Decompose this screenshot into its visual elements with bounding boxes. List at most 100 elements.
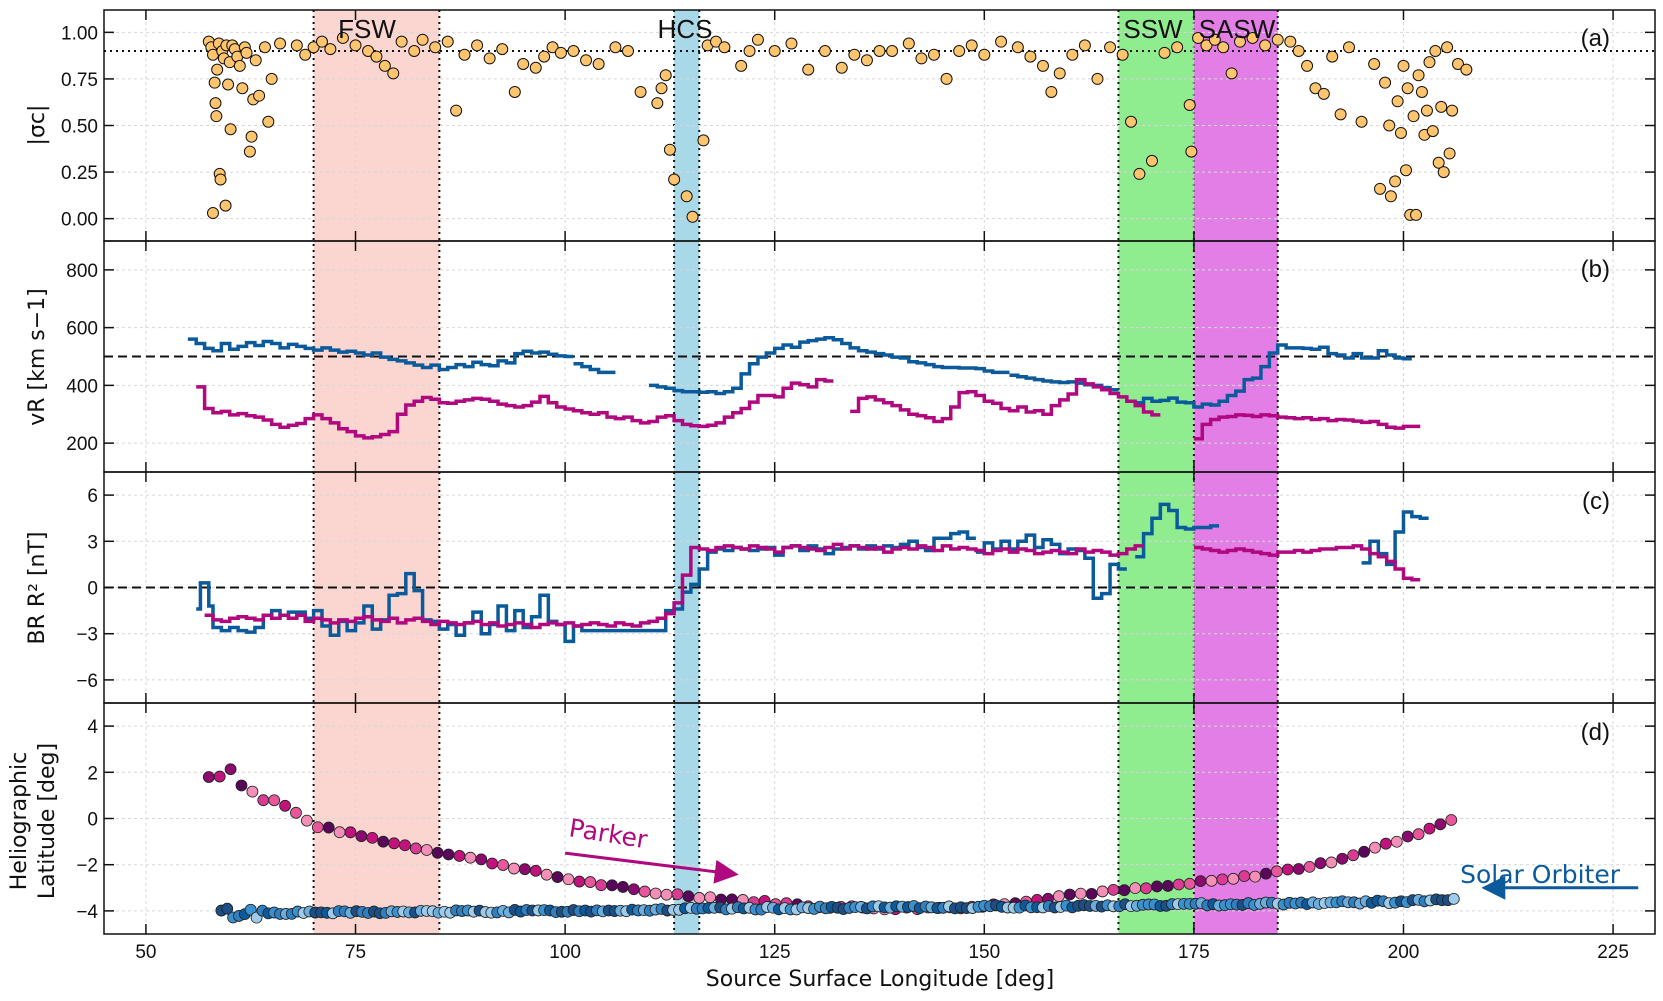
- region-label-sasw: SASW: [1199, 14, 1276, 44]
- parker-point: [377, 835, 390, 848]
- scatter-point: [978, 48, 991, 61]
- parker-point: [1216, 873, 1229, 886]
- scatter-point: [249, 54, 262, 67]
- parker-point: [1053, 890, 1065, 903]
- scatter-point: [1292, 44, 1305, 57]
- parker-point: [1412, 828, 1425, 841]
- scatter-point: [517, 58, 530, 71]
- x-tick-label: 225: [1597, 942, 1629, 963]
- scatter-point: [290, 39, 303, 52]
- scatter-point: [258, 41, 271, 54]
- parker-point: [1281, 863, 1294, 876]
- scatter-point: [965, 39, 978, 52]
- scatter-point: [1183, 99, 1196, 112]
- parker-point: [551, 871, 564, 883]
- parker-point: [660, 888, 673, 901]
- parker-point: [366, 831, 379, 844]
- scatter-point: [315, 35, 328, 48]
- x-axis-label: Source Surface Longitude [deg]: [706, 967, 1054, 992]
- step-line-segment: [187, 337, 574, 372]
- step-line-segment: [1193, 413, 1421, 441]
- scatter-point: [1036, 59, 1049, 72]
- scatter-point: [927, 48, 940, 61]
- solar-orbiter-point: [244, 903, 257, 916]
- parker-point: [1314, 857, 1327, 870]
- scatter-point: [1443, 147, 1456, 160]
- parker-point: [311, 821, 324, 834]
- parker-point: [475, 853, 488, 866]
- step-line-segment: [196, 377, 834, 440]
- scatter-point: [508, 85, 521, 98]
- parker-point: [1249, 870, 1261, 883]
- scatter-point: [915, 52, 928, 65]
- axes-frames: 0.00 0.25 0.50 0.75 1.00 200 400 600 800 −6 −3 0 3 6 −…: [61, 9, 1656, 963]
- scatter-point: [785, 37, 798, 50]
- parker-point: [627, 883, 640, 896]
- parker-point: [1434, 818, 1447, 831]
- y-tick-label: 2: [87, 763, 98, 784]
- scatter-point: [1208, 33, 1221, 46]
- step-line-segment: [850, 377, 1161, 424]
- panel-data-group: [202, 763, 1460, 924]
- x-tick-label: 175: [1178, 942, 1210, 963]
- scatter-point: [651, 97, 664, 110]
- scatter-point: [1446, 104, 1459, 117]
- panel-data-group: [196, 502, 1429, 644]
- scatter-point: [1317, 87, 1330, 100]
- scatter-point: [860, 54, 873, 67]
- solar-orbiter-annotation: Solar Orbiter: [1460, 860, 1621, 889]
- scatter-point: [483, 52, 496, 65]
- text-layer: Source Surface Longitude [deg] FSW HCS S…: [7, 14, 1621, 992]
- parker-point: [1347, 849, 1360, 862]
- scatter-point: [222, 78, 235, 91]
- region-label-fsw: FSW: [338, 14, 396, 44]
- parker-point: [344, 826, 357, 839]
- scatter-point: [236, 82, 249, 95]
- panel-tag-b: (b): [1581, 256, 1610, 283]
- x-tick-label: 150: [968, 942, 1000, 963]
- scatter-point: [1171, 41, 1184, 54]
- y-axis-label-c: BR R² [nT]: [25, 531, 50, 644]
- parker-point: [1129, 882, 1142, 895]
- scatter-point: [214, 173, 227, 186]
- scatter-point: [567, 44, 580, 57]
- parker-point: [1085, 887, 1098, 900]
- scatter-point: [1435, 100, 1448, 113]
- scatter-point: [336, 31, 349, 44]
- solar-orbiter-point: [1447, 892, 1460, 905]
- parker-point: [333, 826, 346, 839]
- parker-point: [518, 863, 531, 876]
- parker-point: [322, 821, 335, 834]
- scatter-point: [1217, 41, 1230, 54]
- scatter-point: [210, 110, 223, 123]
- scatter-point: [429, 41, 442, 54]
- scatter-point: [1426, 125, 1439, 138]
- parker-point: [442, 848, 455, 861]
- step-line-segment: [1135, 343, 1412, 409]
- y-tick-label: 400: [66, 376, 98, 397]
- scatter-point: [659, 69, 672, 82]
- panel-data-group: [187, 335, 1421, 441]
- parker-point: [453, 850, 466, 862]
- parker-point: [1227, 872, 1240, 885]
- y-tick-label: 1.00: [61, 23, 98, 44]
- scatter-point: [1423, 56, 1436, 69]
- parker-point: [704, 891, 717, 904]
- scatter-point: [441, 35, 454, 48]
- scatter-point: [1412, 69, 1425, 82]
- scatter-point: [1024, 50, 1037, 63]
- panel-tag-a: (a): [1581, 25, 1610, 52]
- data-layer: [104, 31, 1655, 924]
- scatter-point: [1145, 154, 1158, 167]
- panel-data-group: [202, 31, 1473, 223]
- scatter-point: [219, 199, 232, 212]
- scatter-point: [1429, 44, 1442, 57]
- y-axis-label-a: |σc|: [25, 105, 50, 146]
- scatter-point: [621, 44, 634, 57]
- parker-point: [1238, 870, 1251, 883]
- parker-point: [1194, 875, 1207, 888]
- scatter-point: [1410, 208, 1423, 221]
- scatter-point: [1225, 67, 1238, 80]
- x-tick-label: 125: [759, 942, 791, 963]
